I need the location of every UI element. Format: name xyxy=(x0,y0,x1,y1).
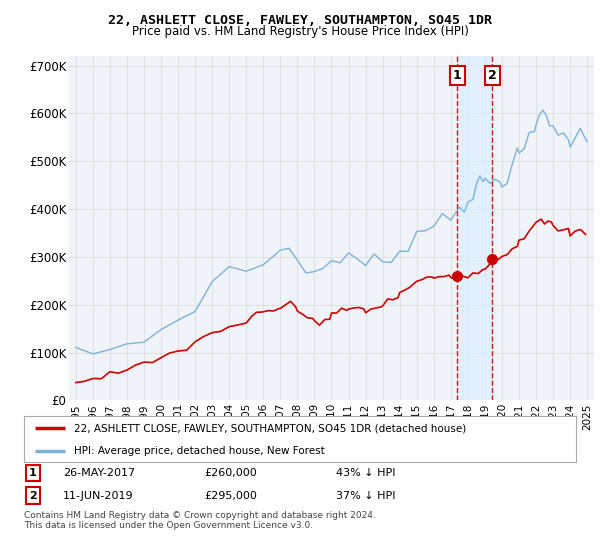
Text: 37% ↓ HPI: 37% ↓ HPI xyxy=(336,491,395,501)
Text: 11-JUN-2019: 11-JUN-2019 xyxy=(63,491,134,501)
Text: This data is licensed under the Open Government Licence v3.0.: This data is licensed under the Open Gov… xyxy=(24,521,313,530)
Text: 22, ASHLETT CLOSE, FAWLEY, SOUTHAMPTON, SO45 1DR: 22, ASHLETT CLOSE, FAWLEY, SOUTHAMPTON, … xyxy=(108,14,492,27)
Text: HPI: Average price, detached house, New Forest: HPI: Average price, detached house, New … xyxy=(74,446,325,455)
Text: 2: 2 xyxy=(488,69,497,82)
Bar xyxy=(457,56,493,400)
Text: £295,000: £295,000 xyxy=(204,491,257,501)
Text: 43% ↓ HPI: 43% ↓ HPI xyxy=(336,468,395,478)
Text: Contains HM Land Registry data © Crown copyright and database right 2024.: Contains HM Land Registry data © Crown c… xyxy=(24,511,376,520)
Text: 22, ASHLETT CLOSE, FAWLEY, SOUTHAMPTON, SO45 1DR (detached house): 22, ASHLETT CLOSE, FAWLEY, SOUTHAMPTON, … xyxy=(74,423,466,433)
Text: 1: 1 xyxy=(29,468,37,478)
Text: Price paid vs. HM Land Registry's House Price Index (HPI): Price paid vs. HM Land Registry's House … xyxy=(131,25,469,38)
Text: 26-MAY-2017: 26-MAY-2017 xyxy=(63,468,135,478)
Text: £260,000: £260,000 xyxy=(204,468,257,478)
Text: 1: 1 xyxy=(453,69,461,82)
Text: 2: 2 xyxy=(29,491,37,501)
